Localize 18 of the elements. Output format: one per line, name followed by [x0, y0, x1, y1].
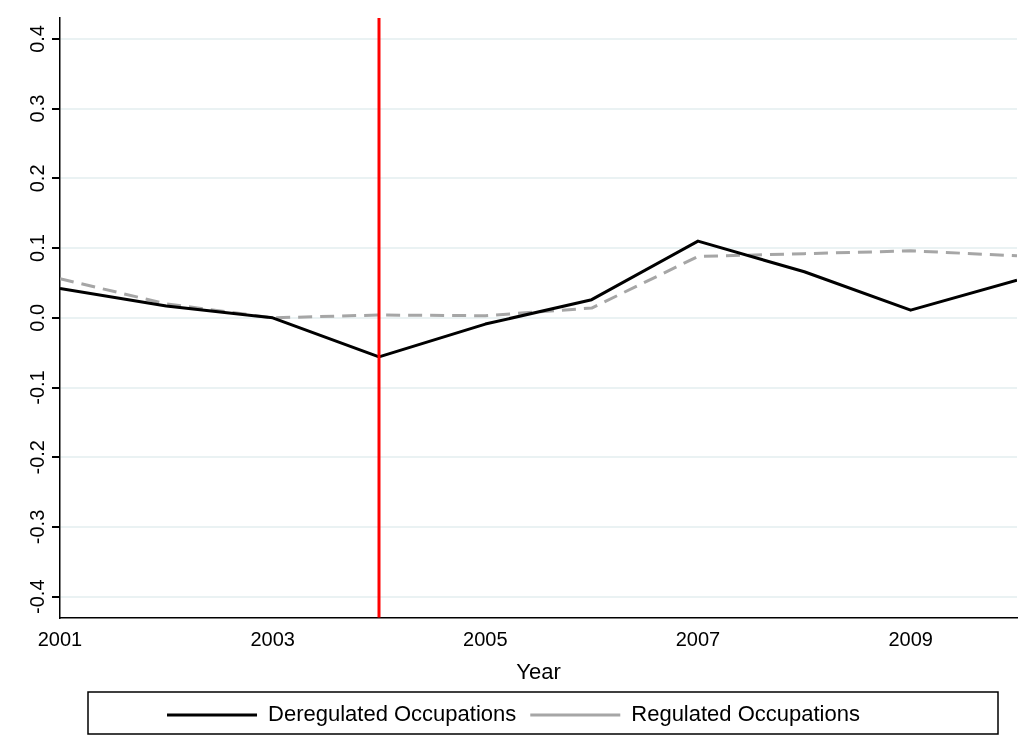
- y-tick-label: 0.3: [25, 94, 48, 123]
- y-tick-label: 0.2: [25, 164, 48, 193]
- x-tick-label: 2009: [888, 628, 933, 651]
- legend-label: Deregulated Occupations: [268, 701, 517, 727]
- x-tick-label: 2001: [37, 628, 83, 651]
- x-tick-label: 2007: [675, 628, 721, 651]
- y-tick-label: 0.1: [25, 234, 48, 262]
- y-tick-label: -0.2: [25, 440, 48, 475]
- line-series: [60, 249, 1017, 320]
- y-tick-label: -0.3: [25, 509, 48, 545]
- y-tick-label: 0.0: [25, 303, 48, 332]
- y-tick-label: 0.4: [25, 25, 48, 53]
- x-tick-label: 2005: [463, 628, 508, 651]
- legend-label: Regulated Occupations: [631, 701, 860, 727]
- y-tick-label: -0.4: [25, 579, 48, 614]
- x-axis-title: Year: [516, 658, 561, 684]
- x-tick-label: 2003: [250, 628, 295, 651]
- y-tick-label: -0.1: [25, 370, 48, 405]
